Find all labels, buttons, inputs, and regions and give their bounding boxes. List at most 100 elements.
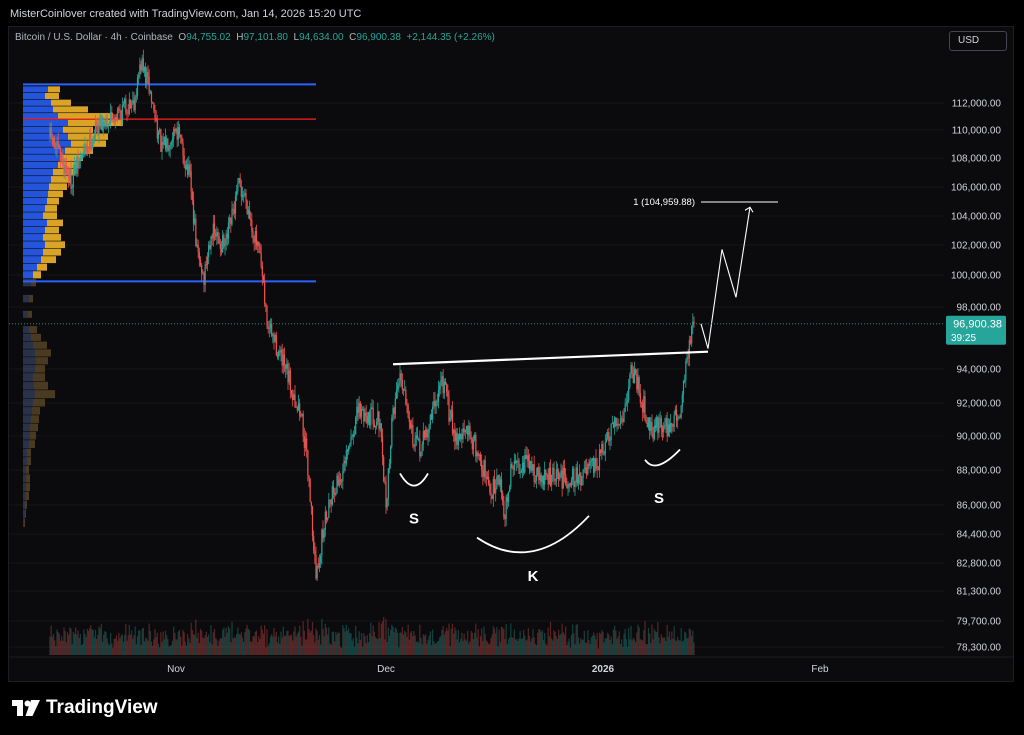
volume-profile-up-bar xyxy=(23,365,35,373)
candle-body xyxy=(58,146,60,149)
candle-body xyxy=(294,394,296,408)
candle-body xyxy=(201,264,203,273)
volume-profile-up-bar xyxy=(23,92,45,100)
candle-body xyxy=(671,422,673,426)
candle-body xyxy=(500,479,503,494)
volume-profile-up-bar xyxy=(23,154,61,161)
candle-body xyxy=(688,340,690,359)
candle-body xyxy=(77,157,79,169)
candle-body xyxy=(497,475,499,478)
candle-body xyxy=(509,487,511,492)
volume-profile-down-bar xyxy=(29,294,33,303)
candle-body xyxy=(289,370,291,391)
volume-profile-up-bar xyxy=(23,431,30,440)
volume-bar xyxy=(139,630,141,655)
candle-body xyxy=(213,223,216,234)
volume-bar xyxy=(217,645,219,655)
candle-body xyxy=(66,174,69,175)
candle-body xyxy=(280,349,282,353)
candle-body xyxy=(269,323,272,329)
volume-bar xyxy=(206,636,209,655)
candle-body xyxy=(370,407,372,426)
volume-bar xyxy=(254,631,256,655)
volume-profile-up-bar xyxy=(23,183,49,190)
candle-body xyxy=(113,120,115,123)
chart-panel[interactable]: 1 (104,959.88) S K S 112,000.00 110,000.00 10… xyxy=(8,26,1014,682)
volume-bar xyxy=(490,637,492,655)
volume-bar xyxy=(327,634,329,655)
candle-body xyxy=(107,124,109,127)
volume-bar xyxy=(576,624,578,655)
volume-bar xyxy=(687,637,689,655)
volume-bar xyxy=(176,639,178,655)
volume-bar xyxy=(323,636,325,655)
candle-body xyxy=(625,402,627,404)
volume-bar xyxy=(366,635,368,655)
volume-profile-up-bar xyxy=(23,168,53,176)
volume-bar xyxy=(391,624,393,655)
candle-body xyxy=(681,394,683,406)
volume-bar xyxy=(412,636,414,655)
volume-profile-up-bar xyxy=(23,278,31,287)
volume-profile-up-bar xyxy=(23,448,27,457)
volume-bar xyxy=(177,631,179,655)
candle-body xyxy=(335,493,337,496)
candle-body xyxy=(118,108,120,110)
volume-bar xyxy=(611,644,613,655)
volume-bar xyxy=(86,628,88,655)
candle-body xyxy=(140,64,142,71)
candle-body xyxy=(266,305,268,326)
volume-bar xyxy=(293,631,295,655)
candle-body xyxy=(439,385,441,390)
volume-bar xyxy=(661,637,664,655)
candle-body xyxy=(511,464,513,469)
volume-bar xyxy=(383,616,385,655)
volume-bar xyxy=(76,634,78,655)
candle-body xyxy=(456,432,458,446)
volume-bar xyxy=(419,624,421,655)
volume-bar xyxy=(155,637,157,655)
legend-open: 94,755.02 xyxy=(186,32,231,43)
candle-body xyxy=(218,236,220,244)
head-label: K xyxy=(528,568,539,585)
candle-body xyxy=(307,450,309,476)
volume-bar xyxy=(602,631,604,655)
volume-bar xyxy=(180,636,182,655)
volume-bar xyxy=(426,643,428,655)
candle-body xyxy=(224,244,226,247)
volume-bar xyxy=(70,628,72,655)
volume-bar xyxy=(308,629,310,655)
candle-body xyxy=(94,122,97,137)
candle-body xyxy=(56,141,58,149)
candle-body xyxy=(544,469,546,485)
volume-bar xyxy=(247,628,249,655)
volume-profile-down-bar xyxy=(49,183,67,190)
volume-bar xyxy=(407,624,409,655)
volume-bar xyxy=(416,641,419,655)
candle-body xyxy=(637,377,639,390)
currency-button[interactable]: USD xyxy=(949,31,1007,51)
candle-body xyxy=(59,148,62,160)
price-chart[interactable]: 1 (104,959.88) S K S 112,000.00 110,000.00 10… xyxy=(9,27,1014,682)
pattern-drawings: 1 (104,959.88) S K S xyxy=(392,197,778,585)
volume-bar xyxy=(684,631,686,655)
volume-bar xyxy=(231,621,233,655)
volume-profile-up-bar xyxy=(23,407,32,415)
volume-bar xyxy=(468,643,470,655)
volume-bar xyxy=(488,643,490,655)
candle-body xyxy=(133,100,135,111)
candle-body xyxy=(414,438,416,447)
candle-body xyxy=(210,236,212,249)
volume-bar xyxy=(651,624,653,655)
volume-bar xyxy=(398,647,400,655)
candle-body xyxy=(496,477,498,489)
volume-bar xyxy=(285,635,287,655)
candle-body xyxy=(84,144,86,150)
volume-profile-up-bar xyxy=(23,349,35,357)
volume-profile-down-bar xyxy=(61,154,83,161)
candle-body xyxy=(561,470,563,489)
volume-bar xyxy=(199,628,202,655)
candle-body xyxy=(222,235,224,252)
volume-bar xyxy=(420,637,422,655)
volume-bar xyxy=(659,643,661,655)
